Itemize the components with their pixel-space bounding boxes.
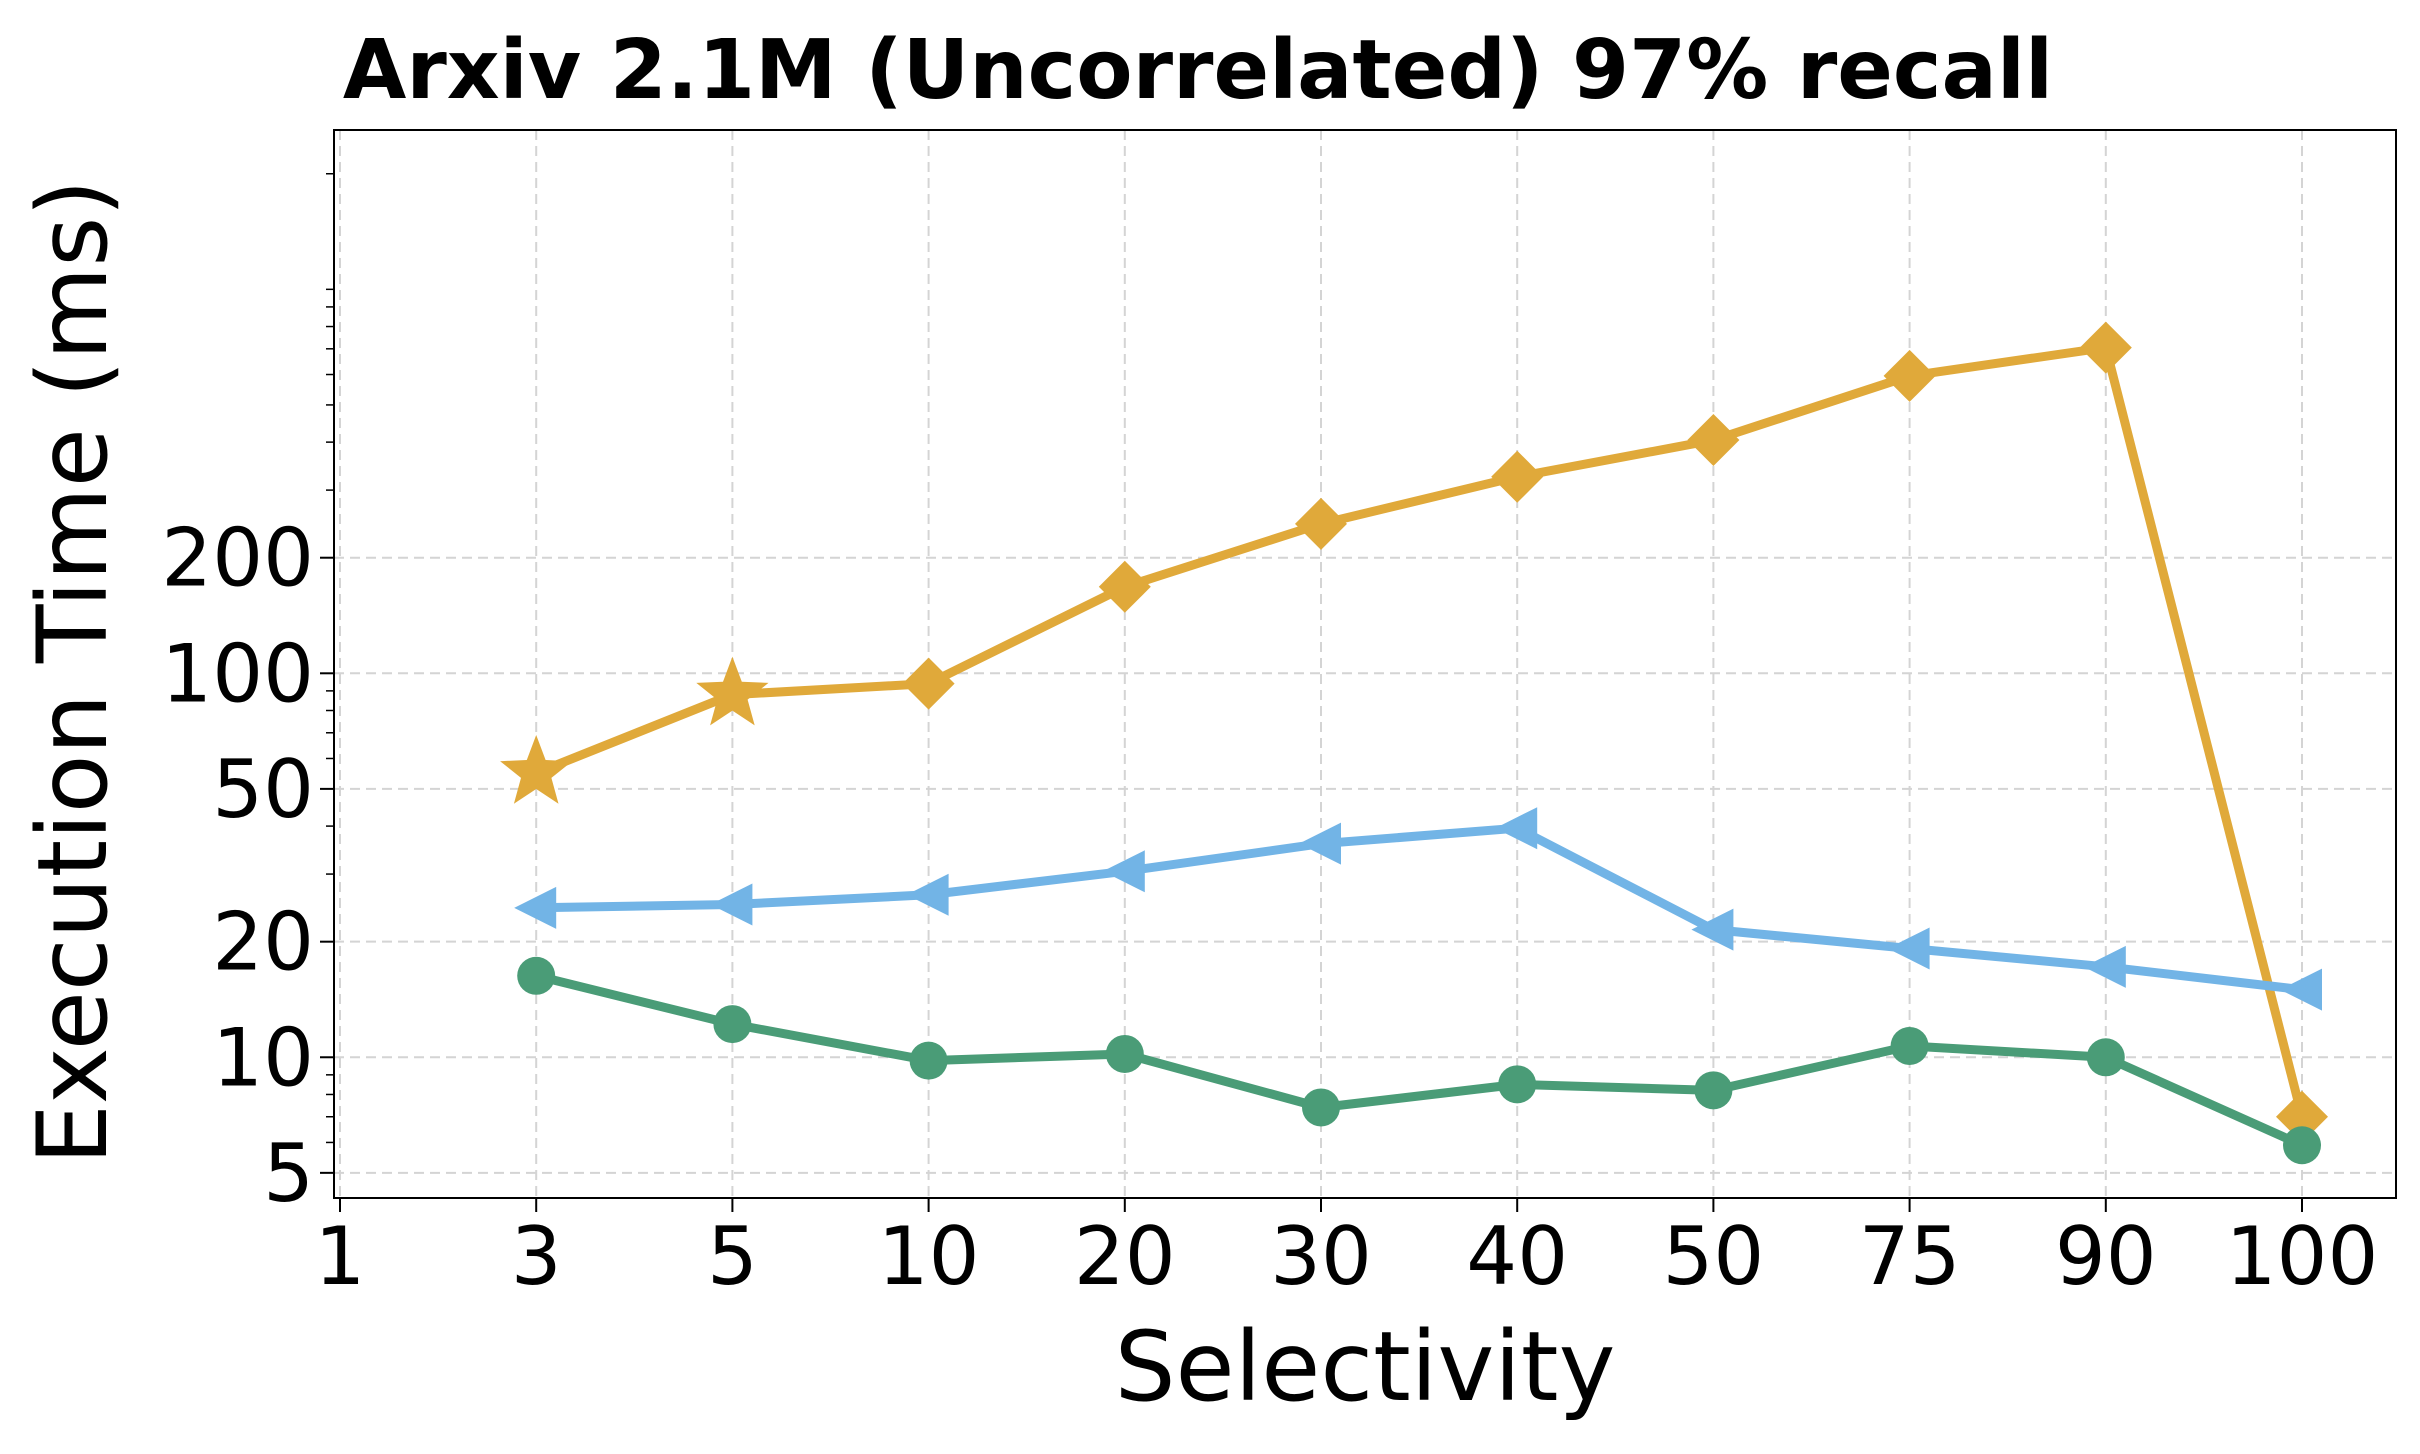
diamond-marker bbox=[2079, 321, 2132, 374]
triangle-left-marker bbox=[514, 886, 557, 929]
circle-marker bbox=[2086, 1038, 2125, 1077]
diamond-marker bbox=[1491, 450, 1544, 503]
axis-tick-labels: 1 3 5 10 20 30 40 50 75 90 100 5 10 20 50 100 200 bbox=[161, 512, 2378, 1303]
x-tick-label: 50 bbox=[1663, 1210, 1765, 1303]
diamond-marker bbox=[1098, 560, 1151, 613]
y-axis-label: Execution Time (ms) bbox=[17, 179, 129, 1165]
triangle-left-marker bbox=[2280, 968, 2322, 1011]
triangle-left-marker bbox=[906, 873, 949, 916]
y-tick-label: 5 bbox=[263, 1127, 314, 1220]
triangle-left-marker bbox=[1299, 822, 1341, 865]
circle-marker bbox=[1498, 1065, 1537, 1104]
plot-frame bbox=[333, 129, 2397, 1199]
diamond-marker bbox=[1687, 414, 1740, 467]
series-line bbox=[531, 971, 2307, 1150]
x-axis-label: Selectivity bbox=[1115, 1311, 1616, 1423]
y-tick-label: 200 bbox=[161, 512, 314, 605]
y-tick-label: 20 bbox=[212, 896, 314, 989]
series-line bbox=[531, 343, 2307, 1122]
circle-marker bbox=[1302, 1088, 1340, 1127]
x-tick-label: 1 bbox=[315, 1210, 366, 1303]
diamond-marker bbox=[902, 657, 955, 710]
circle-marker bbox=[713, 1005, 752, 1044]
y-tick-label: 50 bbox=[212, 743, 314, 836]
x-tick-label: 30 bbox=[1270, 1210, 1372, 1303]
triangle-left-marker bbox=[710, 883, 753, 926]
diamond-marker bbox=[2276, 1090, 2328, 1143]
x-tick-label: 100 bbox=[2226, 1210, 2379, 1303]
x-tick-label: 3 bbox=[511, 1210, 562, 1303]
circle-marker bbox=[1890, 1026, 1929, 1065]
circle-marker bbox=[1694, 1071, 1733, 1110]
circle-marker bbox=[1105, 1034, 1144, 1073]
x-tick-label: 90 bbox=[2055, 1210, 2157, 1303]
chart-title: Arxiv 2.1M (Uncorrelated) 97% recall bbox=[343, 23, 2053, 118]
triangle-left-marker bbox=[1887, 927, 1930, 970]
triangle-left-marker bbox=[1102, 850, 1145, 893]
star-marker bbox=[500, 735, 573, 804]
x-tick-label: 40 bbox=[1466, 1210, 1568, 1303]
y-minor-ticks bbox=[326, 173, 334, 1144]
circle-marker bbox=[517, 956, 556, 995]
x-tick-label: 5 bbox=[707, 1210, 758, 1303]
series-group bbox=[500, 321, 2328, 1165]
circle-marker bbox=[2283, 1126, 2321, 1165]
axis-ticks bbox=[320, 556, 2303, 1212]
y-tick-label: 100 bbox=[161, 627, 314, 720]
diamond-marker bbox=[1295, 497, 1347, 550]
x-tick-label: 10 bbox=[878, 1210, 980, 1303]
circle-marker bbox=[909, 1041, 948, 1080]
x-tick-label: 75 bbox=[1859, 1210, 1961, 1303]
y-tick-label: 10 bbox=[212, 1011, 314, 1104]
x-tick-label: 20 bbox=[1074, 1210, 1176, 1303]
series-line bbox=[531, 823, 2307, 995]
series-3 bbox=[517, 956, 2321, 1165]
triangle-left-marker bbox=[1495, 807, 1538, 850]
star-marker bbox=[696, 656, 769, 726]
grid bbox=[334, 130, 2396, 1198]
series-2 bbox=[514, 807, 2322, 1011]
triangle-left-marker bbox=[1691, 908, 1734, 951]
diamond-marker bbox=[1883, 349, 1936, 402]
series-1 bbox=[500, 321, 2328, 1143]
triangle-left-marker bbox=[2083, 945, 2126, 988]
